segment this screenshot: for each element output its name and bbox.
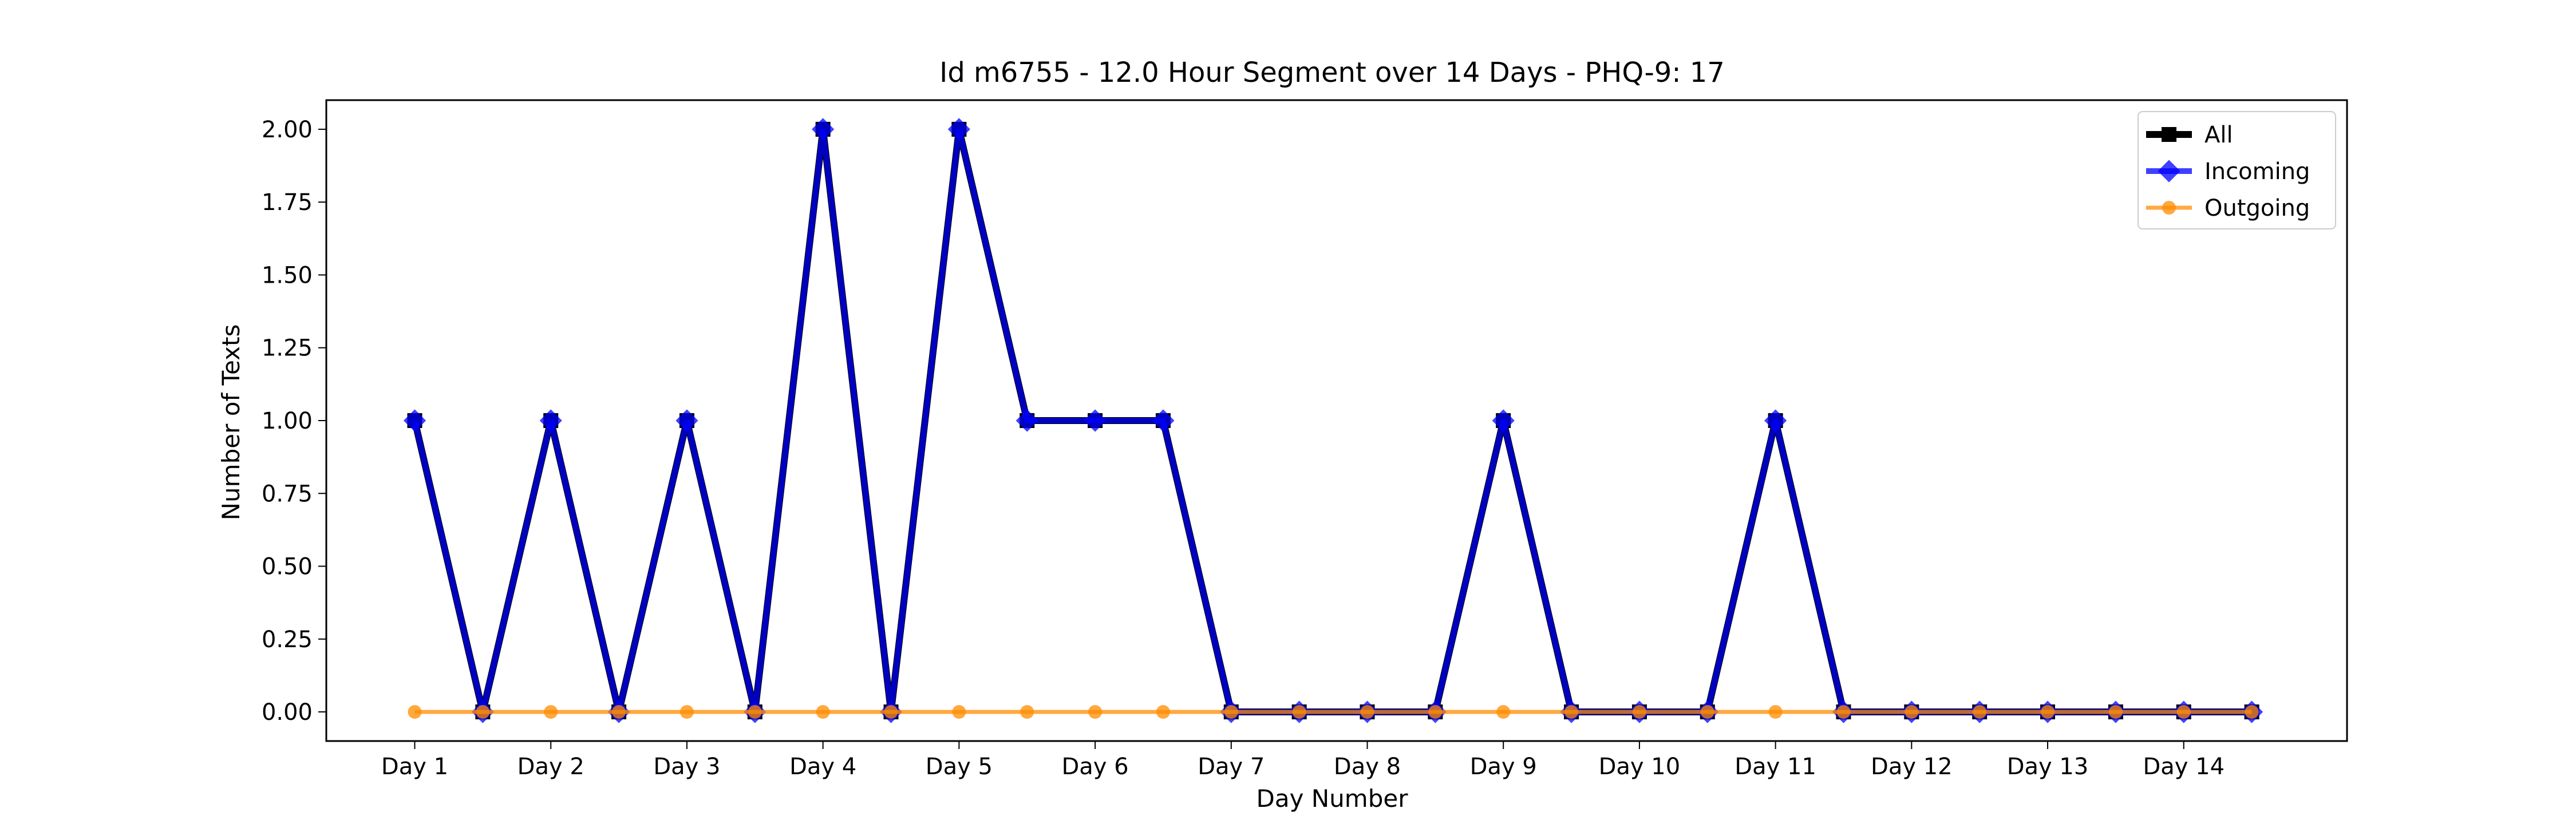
legend-marker-all	[2162, 127, 2176, 142]
data-point-outgoing	[952, 705, 966, 719]
data-point-outgoing	[1156, 705, 1170, 719]
x-axis-label: Day Number	[1256, 785, 1408, 813]
data-point-outgoing	[679, 705, 694, 719]
data-point-incoming	[1764, 409, 1787, 432]
x-tick-label: Day 11	[1735, 754, 1816, 780]
data-point-outgoing	[1905, 705, 1919, 719]
plot-area: 0.00 0.25 0.50 0.75 1.00 1.25 1.50 1.75 2.00 Day …	[262, 99, 2348, 780]
data-point-outgoing	[1224, 705, 1238, 719]
x-tick-label: Day 14	[2143, 754, 2225, 780]
data-point-incoming	[812, 118, 835, 141]
data-point-incoming	[1016, 409, 1038, 432]
data-point-incoming	[675, 409, 698, 432]
data-point-outgoing	[1496, 705, 1511, 719]
data-point-incoming	[539, 409, 562, 432]
data-point-outgoing	[408, 705, 422, 719]
data-point-incoming	[1152, 409, 1175, 432]
data-point-outgoing	[1292, 705, 1306, 719]
legend-label-outgoing: Outgoing	[2204, 195, 2310, 221]
y-tick-label: 0.50	[262, 554, 313, 580]
legend-box	[2138, 111, 2336, 229]
legend-marker-outgoing	[2162, 201, 2176, 215]
data-point-outgoing	[1700, 705, 1714, 719]
data-point-incoming	[403, 409, 426, 432]
y-tick-label: 0.00	[262, 699, 313, 726]
data-point-outgoing	[2245, 705, 2259, 719]
data-point-outgoing	[1088, 705, 1103, 719]
data-point-outgoing	[1020, 705, 1034, 719]
x-tick-label: Day 3	[653, 754, 720, 780]
x-tick-label: Day 1	[381, 754, 448, 780]
data-point-outgoing	[544, 705, 558, 719]
y-tick-label: 1.75	[262, 189, 313, 216]
x-tick-label: Day 13	[2007, 754, 2089, 780]
legend: All Incoming Outgoing	[2138, 111, 2336, 229]
y-tick-label: 1.25	[262, 335, 313, 362]
chart-title: Id m6755 - 12.0 Hour Segment over 14 Day…	[939, 57, 1725, 89]
x-tick-label: Day 10	[1599, 754, 1681, 780]
data-point-outgoing	[1973, 705, 1987, 719]
data-point-outgoing	[1836, 705, 1851, 719]
y-tick-label: 1.50	[262, 262, 313, 288]
x-tick-label: Day 9	[1470, 754, 1537, 780]
data-point-outgoing	[1768, 705, 1783, 719]
data-point-incoming	[1084, 409, 1107, 432]
x-tick-label: Day 7	[1198, 754, 1265, 780]
x-tick-label: Day 12	[1871, 754, 1953, 780]
y-axis-label: Number of Texts	[217, 324, 245, 521]
data-point-outgoing	[612, 705, 626, 719]
data-point-outgoing	[2108, 705, 2123, 719]
y-tick-label: 0.25	[262, 627, 313, 653]
axes-frame	[325, 99, 2348, 742]
legend-marker-incoming	[2158, 160, 2180, 183]
data-point-outgoing	[1360, 705, 1374, 719]
data-point-incoming	[947, 118, 970, 141]
y-tick-label: 2.00	[262, 117, 313, 143]
legend-label-incoming: Incoming	[2204, 159, 2310, 185]
data-point-outgoing	[2176, 705, 2191, 719]
data-point-outgoing	[476, 705, 490, 719]
x-tick-label: Day 5	[926, 754, 993, 780]
data-point-incoming	[1492, 409, 1515, 432]
data-point-outgoing	[748, 705, 762, 719]
data-point-outgoing	[816, 705, 830, 719]
x-tick-label: Day 8	[1334, 754, 1401, 780]
x-tick-label: Day 6	[1061, 754, 1128, 780]
data-point-outgoing	[1428, 705, 1443, 719]
x-tick-label: Day 2	[517, 754, 584, 780]
data-point-outgoing	[2041, 705, 2055, 719]
data-point-outgoing	[1632, 705, 1646, 719]
data-point-outgoing	[884, 705, 898, 719]
y-tick-label: 0.75	[262, 481, 313, 507]
data-point-outgoing	[1564, 705, 1579, 719]
x-tick-label: Day 4	[789, 754, 856, 780]
y-tick-label: 1.00	[262, 408, 313, 434]
legend-label-all: All	[2204, 122, 2233, 148]
